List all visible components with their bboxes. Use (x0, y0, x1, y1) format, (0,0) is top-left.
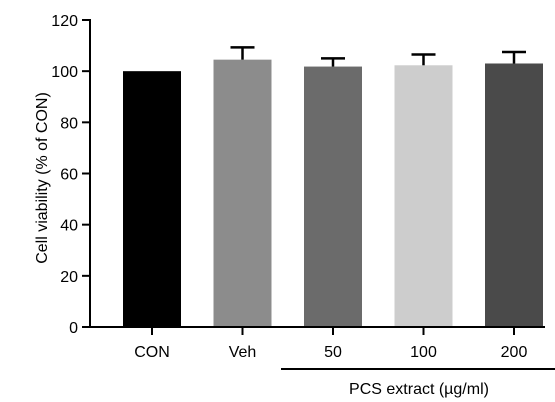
y-tick-label: 20 (60, 269, 78, 286)
bar-200 (485, 63, 543, 327)
y-axis-title: Cell viability (% of CON) (34, 92, 51, 264)
y-tick-label: 40 (60, 218, 78, 235)
error-bars-group (230, 46, 526, 67)
bar-50 (304, 66, 362, 327)
bar-100 (394, 65, 453, 327)
y-tick-label: 80 (60, 115, 78, 132)
y-tick-label: 0 (69, 320, 78, 337)
x-ticks-group: CON Veh 50 100 200 (134, 327, 527, 361)
x-tick-label: Veh (229, 344, 257, 361)
x-tick-label: CON (134, 344, 170, 361)
x-tick-label: 50 (324, 344, 342, 361)
bar-veh (213, 59, 272, 327)
y-tick-label: 100 (51, 64, 78, 81)
y-ticks-group: 0 20 40 60 80 100 120 (51, 13, 90, 337)
y-tick-label: 60 (60, 167, 78, 184)
group-label: PCS extract (µg/ml) (349, 381, 489, 398)
x-tick-label: 200 (501, 344, 528, 361)
bars-group (123, 59, 543, 328)
y-tick-label: 120 (51, 13, 78, 30)
x-tick-label: 100 (410, 344, 437, 361)
bar-con (123, 71, 181, 328)
